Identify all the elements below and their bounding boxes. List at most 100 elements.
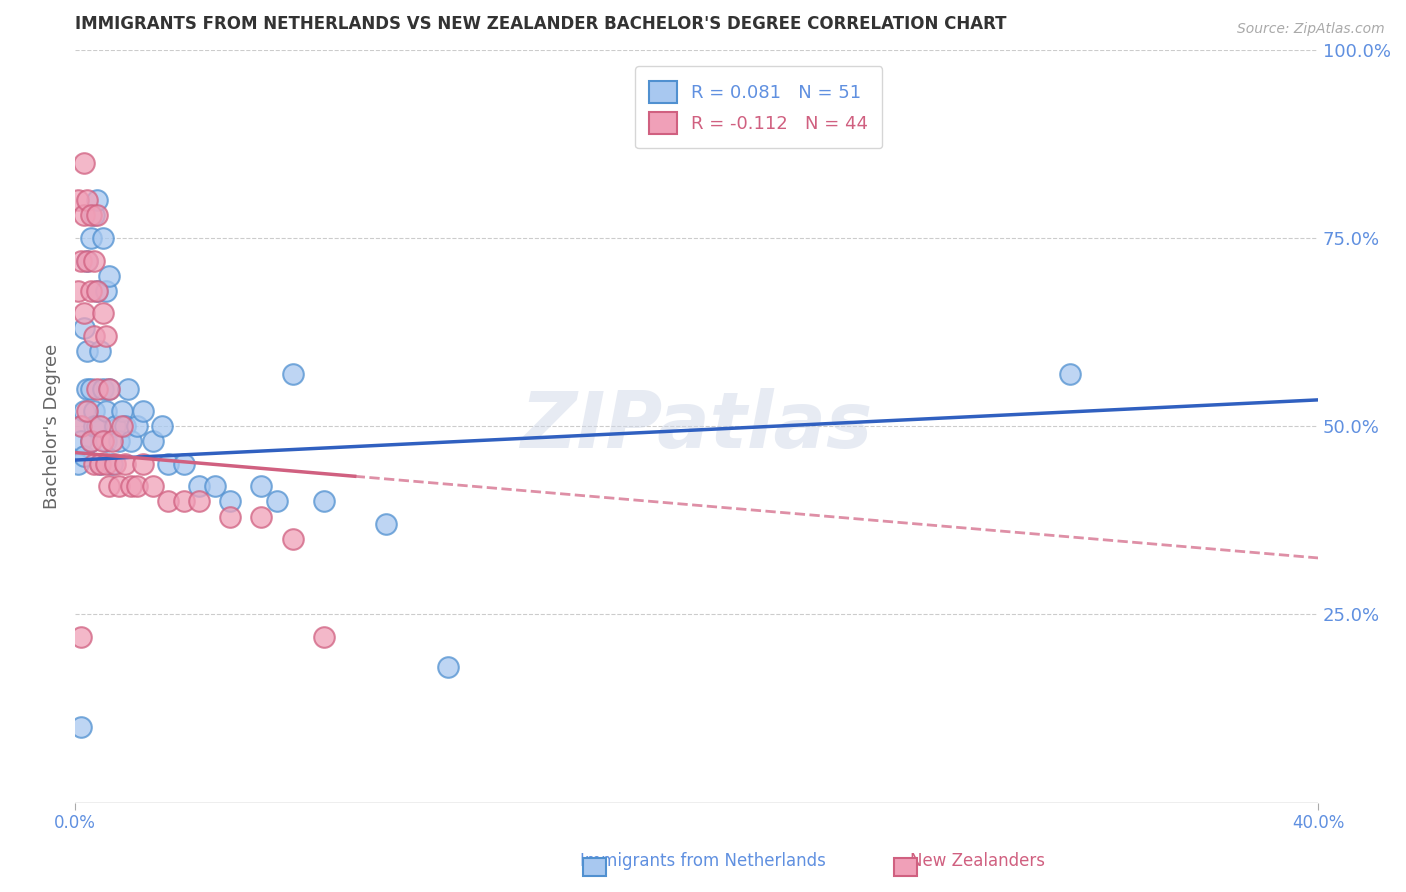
Point	[73, 209, 96, 223]
Point	[86, 209, 108, 223]
Point	[76, 194, 98, 208]
Point	[114, 419, 136, 434]
Point	[204, 479, 226, 493]
Point	[111, 419, 134, 434]
Point	[89, 419, 111, 434]
Point	[86, 194, 108, 208]
Point	[73, 155, 96, 169]
Point	[111, 404, 134, 418]
Point	[1059, 367, 1081, 381]
Point	[127, 479, 149, 493]
Legend: R = 0.081   N = 51, R = -0.112   N = 44: R = 0.081 N = 51, R = -0.112 N = 44	[636, 66, 883, 148]
Point	[104, 457, 127, 471]
Point	[98, 268, 121, 283]
Point	[79, 284, 101, 298]
Point	[79, 231, 101, 245]
Point	[70, 419, 93, 434]
Point	[219, 494, 242, 508]
Point	[86, 284, 108, 298]
Text: Immigrants from Netherlands: Immigrants from Netherlands	[581, 852, 825, 870]
Point	[79, 382, 101, 396]
Point	[104, 419, 127, 434]
Point	[281, 367, 304, 381]
Point	[76, 382, 98, 396]
Point	[83, 404, 105, 418]
Point	[117, 382, 139, 396]
Point	[142, 479, 165, 493]
Point	[312, 494, 335, 508]
Point	[266, 494, 288, 508]
Point	[94, 329, 117, 343]
Point	[79, 434, 101, 449]
Y-axis label: Bachelor's Degree: Bachelor's Degree	[44, 343, 60, 508]
Point	[120, 479, 142, 493]
Point	[67, 457, 90, 471]
Point	[70, 720, 93, 734]
Point	[83, 419, 105, 434]
Point	[76, 343, 98, 358]
Point	[437, 660, 460, 674]
Point	[98, 382, 121, 396]
Point	[86, 284, 108, 298]
Point	[83, 457, 105, 471]
Point	[89, 457, 111, 471]
Point	[250, 479, 273, 493]
Point	[281, 532, 304, 546]
Point	[98, 382, 121, 396]
Point	[173, 457, 195, 471]
Point	[132, 404, 155, 418]
Point	[83, 209, 105, 223]
Point	[157, 457, 180, 471]
Point	[73, 306, 96, 320]
Point	[101, 457, 124, 471]
Point	[89, 343, 111, 358]
Point	[79, 209, 101, 223]
Text: ZIPatlas: ZIPatlas	[520, 388, 873, 464]
Point	[188, 479, 211, 493]
Point	[94, 284, 117, 298]
Text: IMMIGRANTS FROM NETHERLANDS VS NEW ZEALANDER BACHELOR'S DEGREE CORRELATION CHART: IMMIGRANTS FROM NETHERLANDS VS NEW ZEALA…	[75, 15, 1007, 33]
Point	[150, 419, 173, 434]
Point	[89, 457, 111, 471]
Point	[173, 494, 195, 508]
Point	[219, 509, 242, 524]
Point	[91, 306, 114, 320]
Point	[142, 434, 165, 449]
Point	[70, 253, 93, 268]
Point	[312, 630, 335, 644]
Point	[83, 329, 105, 343]
Point	[91, 382, 114, 396]
Point	[101, 434, 124, 449]
Point	[114, 457, 136, 471]
Point	[91, 231, 114, 245]
Point	[73, 321, 96, 335]
Point	[120, 434, 142, 449]
Point	[83, 253, 105, 268]
Point	[94, 404, 117, 418]
Point	[76, 253, 98, 268]
Text: New Zealanders: New Zealanders	[910, 852, 1045, 870]
Point	[73, 450, 96, 464]
Point	[94, 434, 117, 449]
Point	[107, 434, 129, 449]
Point	[91, 434, 114, 449]
Point	[86, 382, 108, 396]
Point	[67, 284, 90, 298]
Point	[107, 479, 129, 493]
Point	[73, 404, 96, 418]
Point	[127, 419, 149, 434]
Point	[188, 494, 211, 508]
Point	[76, 404, 98, 418]
Text: Source: ZipAtlas.com: Source: ZipAtlas.com	[1237, 22, 1385, 37]
Point	[94, 457, 117, 471]
Point	[70, 434, 93, 449]
Point	[250, 509, 273, 524]
Point	[76, 253, 98, 268]
Point	[70, 630, 93, 644]
Point	[70, 419, 93, 434]
Point	[86, 419, 108, 434]
Point	[79, 434, 101, 449]
Point	[98, 479, 121, 493]
Point	[374, 517, 396, 532]
Point	[157, 494, 180, 508]
